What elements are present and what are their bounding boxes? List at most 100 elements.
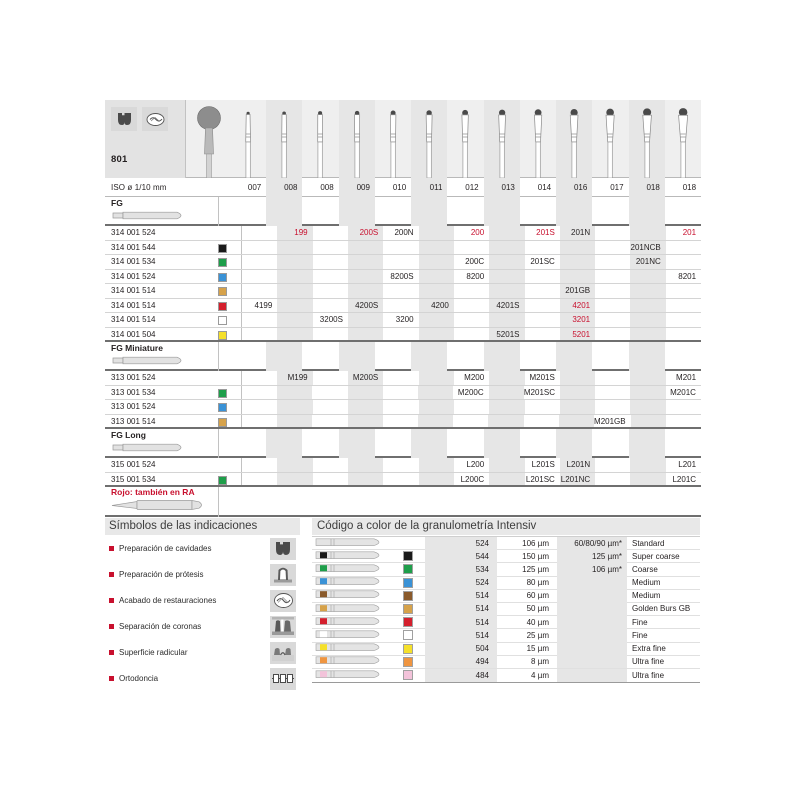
bullet-icon	[109, 650, 114, 655]
iso-size-row: ISO ø 1/10 mm 007 008 008 009 010 011 012 013 01…	[105, 177, 701, 197]
catalog-cell	[454, 400, 489, 414]
crown-prep-icon	[270, 563, 296, 586]
catalog-cell: 4201	[559, 298, 596, 312]
catalog-cell	[313, 400, 348, 414]
row-left-divider	[230, 371, 242, 385]
catalog-cell: 200C	[465, 257, 485, 266]
catalog-cell	[277, 400, 313, 414]
catalog-cell	[242, 241, 277, 255]
round-bur-icon	[353, 110, 360, 179]
catalog-row-reference: 313 001 524	[111, 373, 156, 382]
symbol-label: Separación de coronas	[119, 622, 202, 631]
catalog-cell	[347, 327, 384, 340]
catalog-cell	[525, 328, 560, 341]
symbols-title: Símbolos de las indicaciones	[105, 518, 300, 535]
catalog-cell	[595, 400, 630, 414]
catalog-row-cells: L200C L201SC L201NC L201C	[230, 472, 701, 486]
catalog-cell	[559, 240, 596, 254]
catalog-cell	[418, 472, 454, 485]
bullet-icon	[109, 572, 114, 577]
grit-swatch	[390, 670, 425, 681]
grit-color-swatch	[218, 241, 230, 255]
catalog-cell	[347, 472, 384, 485]
catalog-cell	[630, 313, 666, 327]
grit-bur-icon	[312, 653, 390, 671]
bur-shape-cell	[338, 100, 375, 179]
catalog-row-reference: 313 001 514	[111, 416, 156, 426]
section-name: FG	[111, 198, 123, 208]
catalog-cell	[313, 270, 348, 284]
section-divider	[218, 429, 219, 458]
grit-bur-icon	[312, 574, 390, 592]
row-left-divider	[230, 226, 242, 240]
catalog-cell	[312, 415, 347, 428]
catalog-cell: 200S	[347, 226, 384, 240]
iso-size-cells: 007 008 008 009 010 011 012 013 014 016 017 018 018	[230, 177, 701, 197]
catalog-row: 313 001 524	[105, 400, 701, 415]
catalog-cell: L201	[678, 460, 697, 469]
bur-shape-cell	[483, 100, 520, 179]
catalog-cell	[630, 226, 666, 240]
orthodontics-icon	[270, 667, 296, 690]
grit-name: Medium	[632, 591, 661, 601]
catalog-cell	[489, 400, 525, 414]
catalog-cell	[559, 371, 596, 385]
round-bur-icon	[678, 108, 688, 179]
catalog-cell	[630, 327, 666, 340]
catalog-cell	[454, 241, 489, 255]
catalog-cell: 201GB	[559, 284, 596, 298]
catalog-cell	[559, 269, 596, 283]
catalog-cell	[383, 458, 418, 472]
catalog-cell	[277, 255, 313, 269]
bur-shape-cell	[302, 100, 338, 179]
grit-color-swatch	[218, 371, 230, 385]
round-bur-icon	[497, 109, 506, 179]
grit-color-swatch	[218, 270, 230, 284]
grit-alt-grain	[557, 576, 627, 590]
iso-size-cell: 007	[247, 182, 262, 192]
catalog-row-cells: 199 200S 200N 200 201S 201N 201	[230, 226, 701, 240]
bullet-icon	[109, 598, 114, 603]
catalog-cell	[418, 458, 454, 472]
catalog-cell	[418, 269, 454, 283]
grit-color-swatch	[218, 313, 230, 327]
grit-row: 514 60 µm Medium	[312, 587, 700, 605]
grit-bur-icon	[312, 560, 390, 578]
bur-shape-cells	[230, 100, 701, 179]
catalog-cell	[489, 284, 525, 298]
catalog-cell: 3200	[395, 315, 414, 324]
catalog-cell	[383, 400, 418, 414]
grit-grain-size: 8 µm	[531, 657, 549, 667]
catalog-cell	[666, 313, 701, 327]
grit-color-swatch	[218, 458, 230, 472]
grit-grain-size: 60 µm	[526, 591, 549, 601]
catalog-cell	[630, 385, 666, 399]
catalog-cell	[347, 284, 384, 298]
grit-iso-code: 524	[425, 576, 497, 590]
catalog-cell	[277, 327, 313, 340]
grit-color-swatch	[218, 386, 230, 400]
catalog-cell	[666, 299, 701, 313]
catalog-row: 314 001 514 4199 4200S 4200 4201S 4201	[105, 298, 701, 313]
catalog-cell: M201GB	[594, 416, 626, 426]
catalog-cell	[313, 473, 348, 486]
catalog-cell	[418, 284, 454, 298]
grit-bur-icon	[312, 587, 390, 605]
iso-size-cell: 013	[483, 177, 520, 197]
catalog-cell	[595, 371, 630, 385]
catalog-cell	[313, 371, 348, 385]
catalog-cell	[454, 284, 489, 298]
catalog-row: 313 001 534 M200C M201SC M201C	[105, 385, 701, 400]
grit-grain-size: 15 µm	[526, 644, 549, 653]
row-left-divider	[230, 414, 242, 427]
catalog-cell	[454, 299, 489, 313]
grit-row: 514 50 µm Golden Burs GB	[312, 602, 700, 617]
grit-alt-grain: 60/80/90 µm*	[557, 536, 627, 550]
row-left-divider	[230, 385, 242, 399]
ra-shank-icon	[111, 500, 202, 510]
grit-color-swatch	[218, 415, 230, 428]
iso-size-cell: 017	[610, 182, 624, 192]
bur-shape-cell	[447, 100, 483, 179]
catalog-cell: 4201S	[489, 298, 525, 312]
grit-color-swatch	[218, 299, 230, 313]
